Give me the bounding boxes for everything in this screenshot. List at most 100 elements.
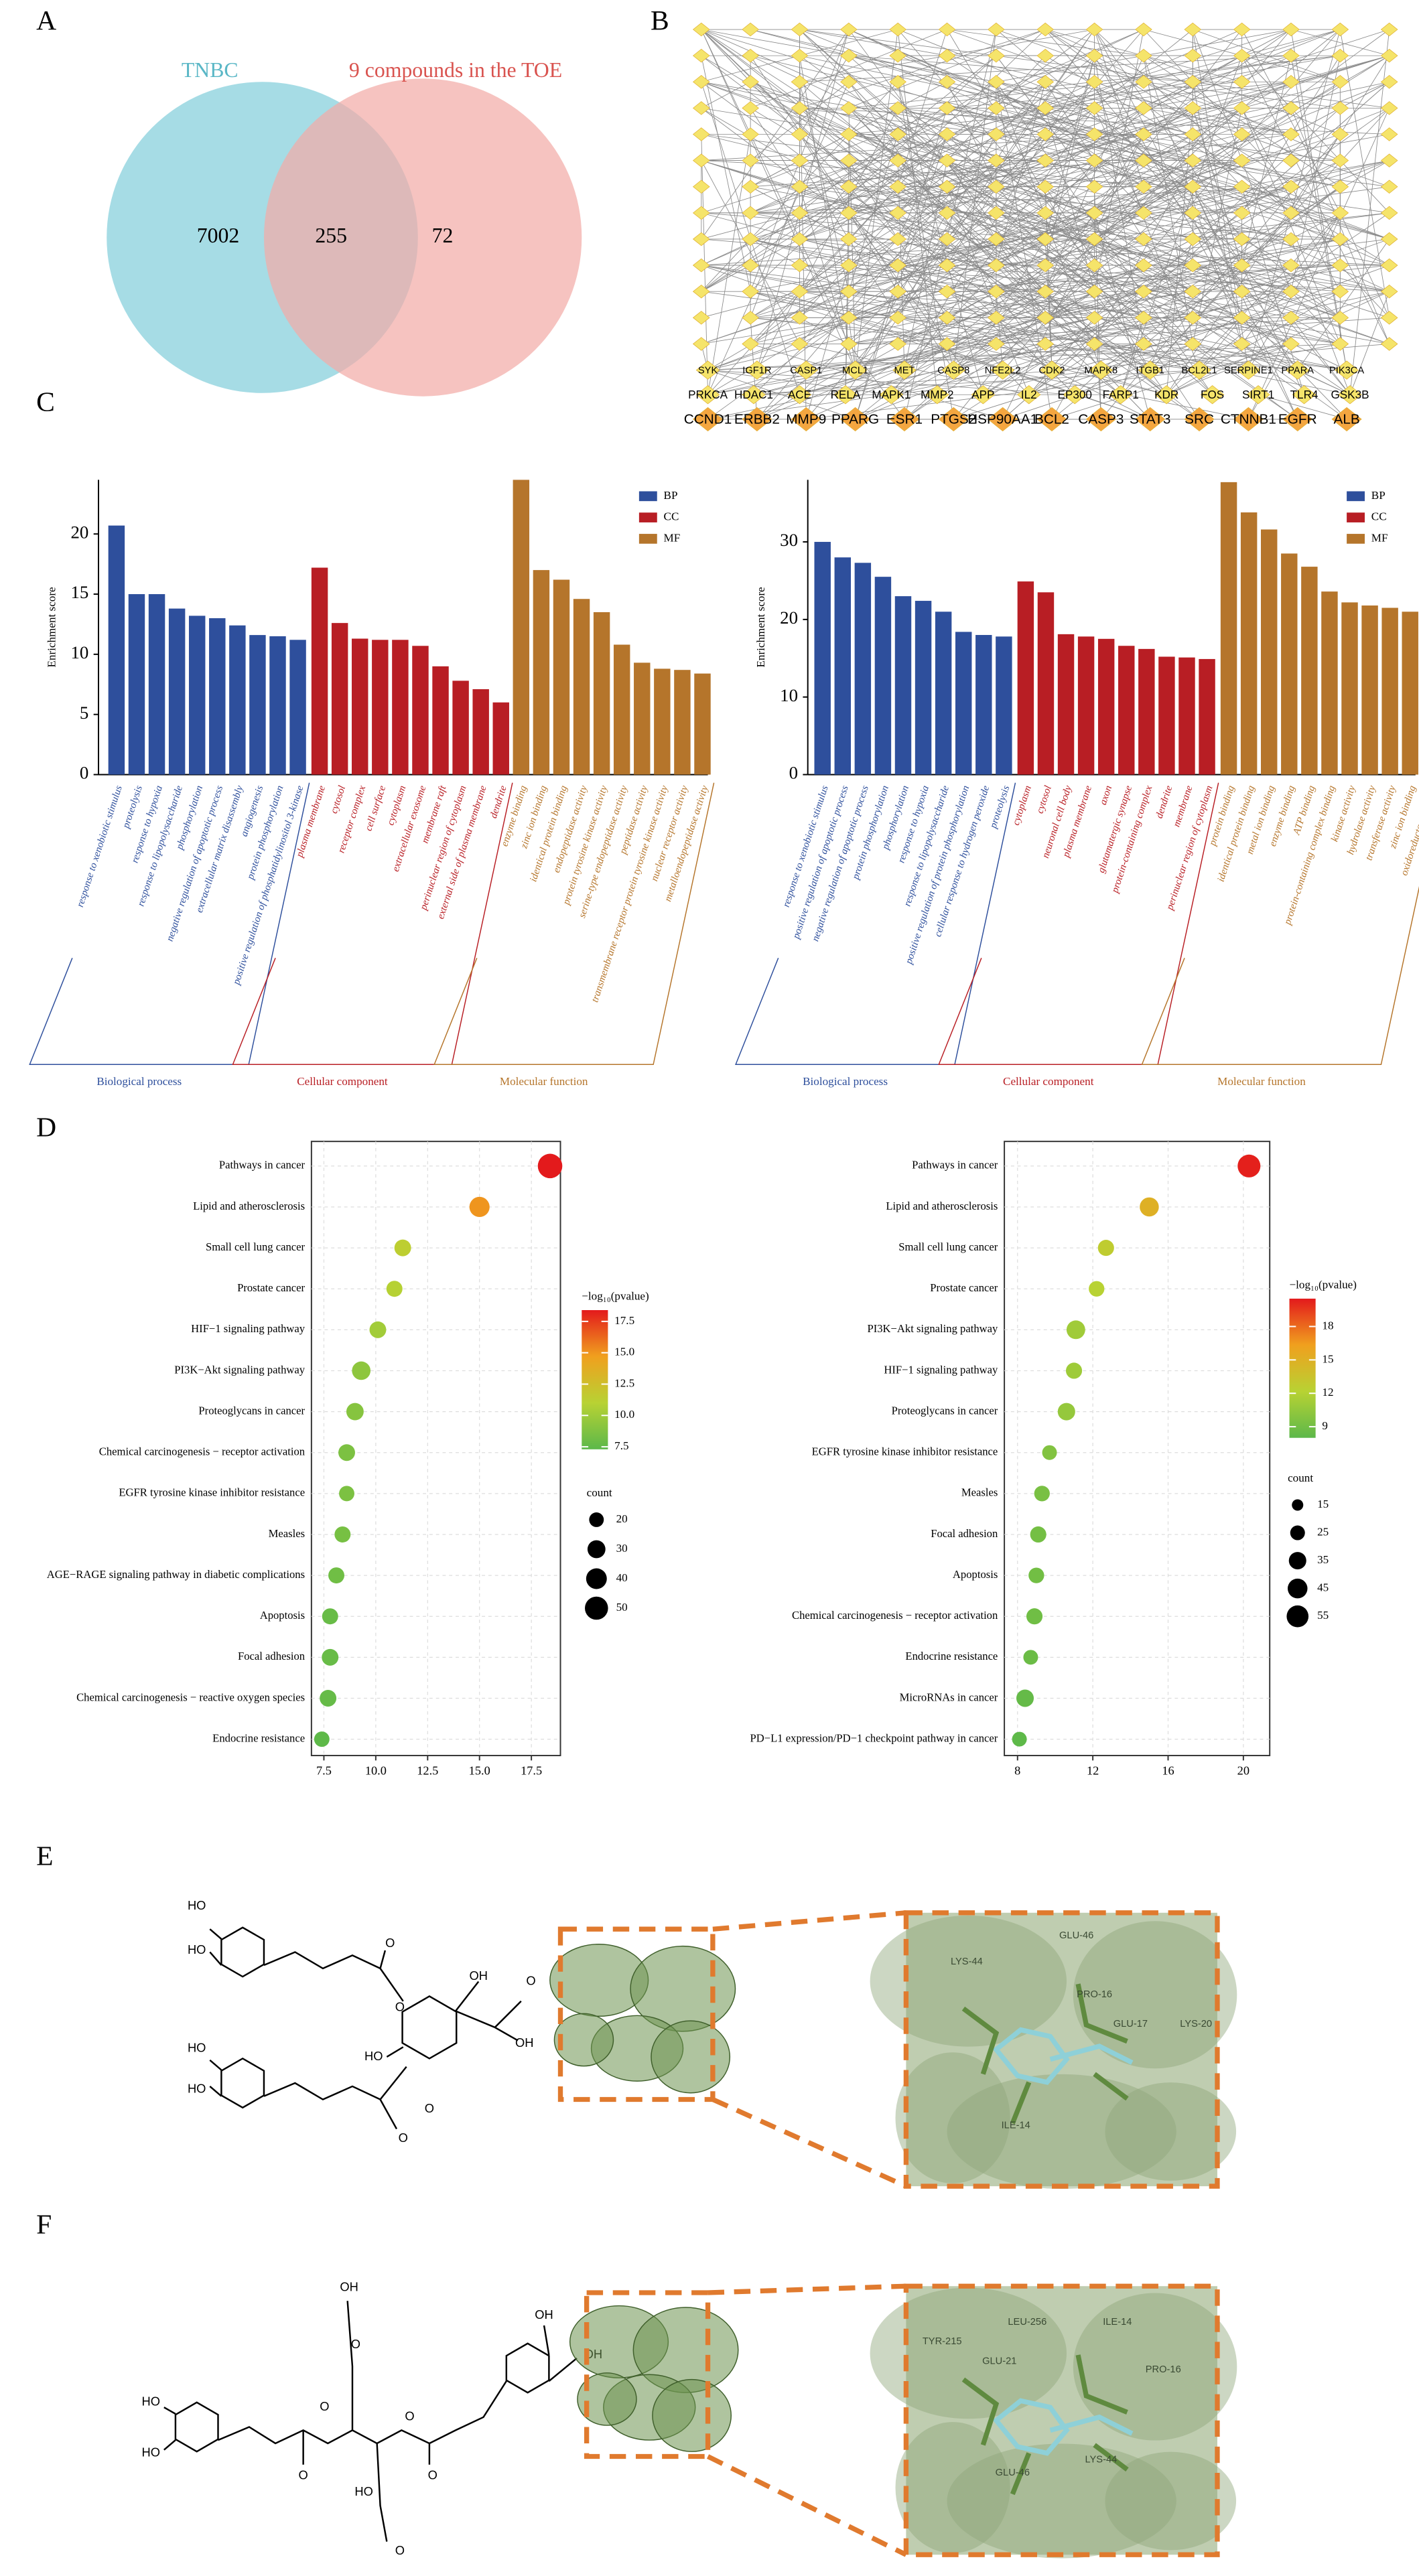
bar bbox=[1199, 658, 1215, 775]
atom-label: O bbox=[399, 2131, 408, 2145]
node bbox=[692, 311, 710, 325]
helix-shadow bbox=[947, 2443, 1176, 2559]
edge bbox=[996, 107, 1242, 161]
edge bbox=[897, 29, 938, 395]
node bbox=[1135, 232, 1152, 246]
node-label: APP bbox=[971, 388, 994, 401]
node bbox=[791, 407, 821, 431]
edge bbox=[1349, 29, 1390, 395]
node bbox=[695, 385, 720, 405]
node bbox=[1138, 360, 1162, 380]
node bbox=[692, 232, 710, 246]
y-tick-label: 20 bbox=[70, 522, 88, 542]
node bbox=[692, 48, 710, 63]
node bbox=[938, 337, 956, 351]
edge bbox=[799, 29, 947, 56]
category-label: dendrite bbox=[1154, 784, 1175, 820]
node-label: FARP1 bbox=[1103, 388, 1139, 401]
edge bbox=[983, 160, 1390, 395]
edge bbox=[848, 29, 1390, 266]
edge bbox=[707, 82, 850, 395]
bar bbox=[168, 608, 186, 775]
network: SYK IGF1R CASP1 MCL1 MET CASP8 NFE2L2 CDK2 MAPK8… bbox=[684, 22, 1398, 431]
edge bbox=[701, 186, 1193, 318]
protein-cartoon bbox=[549, 1943, 736, 2094]
panel-label: C bbox=[36, 386, 55, 417]
bar bbox=[1341, 602, 1358, 775]
node-label: ERBB2 bbox=[734, 412, 780, 427]
node bbox=[794, 360, 818, 380]
edge bbox=[1143, 29, 1292, 188]
node bbox=[938, 284, 956, 299]
node bbox=[879, 385, 904, 405]
bar bbox=[1158, 656, 1175, 775]
edge bbox=[750, 160, 1292, 292]
node bbox=[1135, 48, 1152, 63]
edge bbox=[1075, 344, 1193, 395]
node bbox=[1184, 258, 1202, 273]
node bbox=[1331, 153, 1349, 167]
y-tick-label: 0 bbox=[80, 763, 88, 783]
x-tick-label: 16 bbox=[1162, 1764, 1174, 1778]
edge bbox=[1297, 370, 1351, 395]
edge bbox=[983, 160, 1341, 395]
node bbox=[1282, 127, 1300, 141]
protein-blob bbox=[651, 2020, 731, 2094]
group-bracket bbox=[938, 782, 1219, 1065]
edge bbox=[1241, 186, 1304, 395]
edge bbox=[1150, 212, 1292, 370]
node bbox=[742, 48, 759, 63]
helix-shadow bbox=[895, 2052, 1010, 2184]
node bbox=[1085, 22, 1103, 37]
node-label: CCND1 bbox=[684, 412, 732, 427]
node bbox=[1282, 48, 1300, 63]
x-tick-label: 12 bbox=[1087, 1764, 1099, 1778]
bar bbox=[472, 689, 489, 775]
residue-label: PRO-16 bbox=[1146, 2364, 1181, 2375]
edge bbox=[947, 55, 1390, 188]
node bbox=[742, 385, 766, 405]
edge bbox=[701, 81, 1046, 161]
colorbar-tick-label: 17.5 bbox=[614, 1314, 634, 1327]
edge bbox=[1241, 238, 1292, 266]
edge bbox=[701, 265, 898, 292]
bond bbox=[220, 2057, 265, 2109]
atom-label: O bbox=[526, 1973, 535, 1987]
edge bbox=[750, 238, 1390, 318]
node bbox=[1233, 101, 1251, 115]
node bbox=[938, 206, 956, 220]
node bbox=[791, 48, 809, 63]
node bbox=[1380, 48, 1398, 63]
edge bbox=[897, 186, 1351, 395]
size-legend-label: 50 bbox=[616, 1601, 628, 1614]
edge bbox=[750, 107, 947, 188]
edge bbox=[947, 265, 1341, 344]
node bbox=[840, 258, 858, 273]
node bbox=[840, 101, 858, 115]
node bbox=[787, 385, 812, 405]
residue-label: LEU-256 bbox=[1008, 2317, 1046, 2328]
node bbox=[1184, 311, 1202, 325]
node-label: IL2 bbox=[1021, 388, 1037, 401]
size-legend-label: 55 bbox=[1317, 1609, 1329, 1622]
atom-label: OH bbox=[535, 2307, 553, 2321]
atom-label: O bbox=[428, 2468, 437, 2482]
edge bbox=[750, 55, 997, 292]
edge bbox=[799, 29, 1213, 395]
node bbox=[1380, 258, 1398, 273]
node bbox=[988, 311, 1005, 325]
node bbox=[791, 22, 809, 37]
node bbox=[791, 284, 809, 299]
node bbox=[988, 337, 1005, 351]
bond bbox=[379, 2098, 398, 2130]
bar bbox=[1178, 657, 1195, 775]
dot bbox=[537, 1153, 563, 1179]
edge bbox=[707, 394, 892, 420]
size-legend-label: 20 bbox=[616, 1512, 628, 1525]
node bbox=[938, 232, 956, 246]
node bbox=[1135, 101, 1152, 115]
dot bbox=[328, 1567, 345, 1584]
bar bbox=[412, 646, 429, 775]
node bbox=[1282, 311, 1300, 325]
